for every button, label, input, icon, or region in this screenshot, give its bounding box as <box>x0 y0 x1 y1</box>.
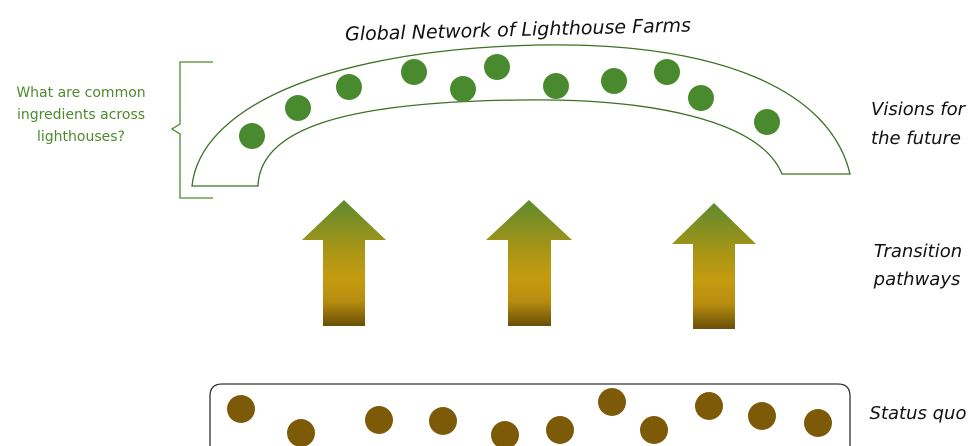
network-title: Global Network of Lighthouse Farms <box>345 14 691 45</box>
status-quo-farm-dot-4 <box>429 407 457 435</box>
transition-label-line-1: Transition <box>874 241 962 262</box>
lighthouse-farm-dot-6 <box>484 54 510 80</box>
status-quo-farm-dot-5 <box>491 421 519 446</box>
transition-label-line-2: pathways <box>873 269 961 290</box>
status-quo-farm-dots <box>227 388 832 446</box>
status-quo-farm-dot-8 <box>640 416 668 444</box>
question-line-3: lighthouses? <box>37 129 125 145</box>
visions-label-line-2: the future <box>871 128 961 149</box>
lighthouse-farm-dot-4 <box>401 59 427 85</box>
lighthouse-network-band <box>191 44 851 187</box>
transition-arrow-right <box>672 203 756 329</box>
lighthouse-farm-dot-2 <box>285 95 311 121</box>
lighthouse-farm-dot-8 <box>601 68 627 94</box>
status-quo-farm-dot-9 <box>695 392 723 420</box>
lighthouse-farm-dot-9 <box>654 59 680 85</box>
status-quo-farm-dot-7 <box>598 388 626 416</box>
visions-label-line-1: Visions for <box>871 99 967 120</box>
question-line-1: What are common <box>16 85 145 101</box>
status-quo-farm-dot-2 <box>287 419 315 446</box>
question-line-2: ingredients across <box>17 107 145 123</box>
lighthouse-farm-dot-5 <box>450 76 476 102</box>
status-quo-farm-dot-10 <box>748 402 776 430</box>
lighthouse-farm-dots <box>239 54 780 149</box>
status-quo-box <box>209 383 851 446</box>
lighthouse-farm-dot-10 <box>688 85 714 111</box>
lighthouse-farm-dot-7 <box>543 73 569 99</box>
lighthouse-farm-dot-1 <box>239 123 265 149</box>
status-quo-farm-dot-11 <box>804 409 832 437</box>
lighthouse-farm-dot-11 <box>754 109 780 135</box>
status-quo-farm-dot-6 <box>546 416 574 444</box>
status-quo-farm-dot-3 <box>365 406 393 434</box>
lighthouse-farm-dot-3 <box>336 74 362 100</box>
transition-arrow-center <box>486 200 572 326</box>
status-quo-label: Status quo <box>870 403 967 424</box>
question-bracket <box>170 61 213 199</box>
transition-arrow-left <box>302 200 386 326</box>
status-quo-farm-dot-1 <box>227 395 255 423</box>
